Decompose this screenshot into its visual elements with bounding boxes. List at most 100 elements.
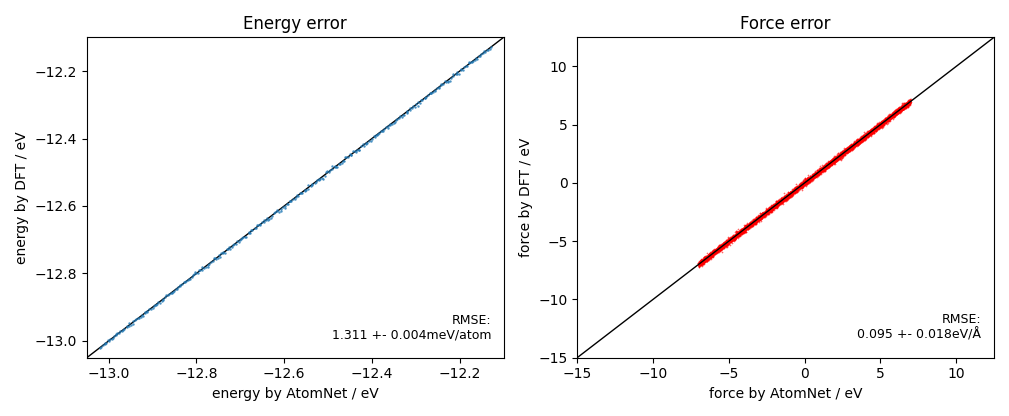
Point: [806, 171, 822, 177]
Point: [853, 135, 869, 142]
Point: [893, 107, 909, 114]
Point: [855, 134, 871, 140]
Point: [885, 111, 901, 117]
Point: [831, 151, 848, 158]
Point: [851, 137, 867, 144]
Point: [783, 192, 799, 198]
Point: [340, 154, 356, 160]
Point: [803, 174, 819, 181]
Point: [882, 115, 898, 122]
Point: [880, 116, 896, 123]
Point: [797, 180, 813, 186]
Point: [735, 228, 751, 234]
Point: [853, 136, 869, 142]
Point: [882, 112, 898, 119]
Point: [827, 157, 844, 163]
Point: [787, 188, 803, 195]
Point: [898, 100, 914, 107]
Point: [746, 219, 762, 225]
Point: [788, 186, 804, 193]
Point: [713, 247, 730, 253]
Point: [724, 236, 741, 243]
Point: [731, 231, 747, 238]
Point: [878, 117, 894, 124]
Point: [304, 182, 320, 188]
Point: [820, 162, 836, 168]
Point: [795, 179, 811, 186]
Point: [815, 167, 831, 173]
Point: [711, 244, 727, 251]
Point: [699, 255, 715, 262]
Point: [883, 115, 899, 122]
Point: [830, 154, 847, 161]
Point: [93, 344, 109, 351]
Point: [824, 161, 840, 167]
Point: [787, 186, 803, 193]
Point: [766, 203, 782, 209]
Point: [761, 207, 777, 213]
Point: [690, 261, 706, 268]
Point: [779, 193, 795, 200]
Point: [783, 191, 799, 197]
Point: [728, 234, 745, 240]
Point: [779, 192, 795, 198]
Point: [704, 253, 720, 260]
Point: [731, 228, 747, 235]
Point: [731, 230, 747, 236]
Point: [735, 227, 751, 233]
Point: [814, 166, 830, 172]
Point: [755, 211, 771, 218]
Point: [770, 200, 786, 206]
Point: [864, 128, 880, 135]
Point: [723, 234, 740, 240]
Point: [884, 111, 900, 117]
Point: [782, 190, 798, 197]
Point: [886, 111, 902, 118]
Point: [883, 111, 899, 118]
Point: [716, 242, 733, 248]
Point: [829, 156, 846, 162]
Point: [718, 241, 735, 248]
Point: [889, 107, 905, 114]
Point: [848, 139, 864, 146]
Point: [836, 150, 853, 157]
Point: [845, 144, 861, 151]
Point: [844, 143, 860, 149]
Point: [802, 173, 818, 180]
Point: [819, 163, 835, 169]
Point: [733, 229, 749, 236]
Point: [880, 115, 896, 122]
Point: [697, 257, 713, 263]
Point: [741, 223, 757, 230]
Point: [738, 223, 754, 230]
Point: [818, 162, 834, 169]
Point: [898, 102, 914, 109]
Point: [844, 146, 860, 152]
Point: [899, 101, 915, 107]
Point: [897, 104, 913, 111]
Point: [752, 215, 768, 221]
Point: [799, 178, 815, 184]
Point: [783, 188, 799, 195]
Point: [837, 147, 854, 154]
Point: [885, 114, 901, 120]
Point: [715, 241, 732, 248]
Point: [728, 231, 745, 238]
Point: [794, 183, 810, 190]
Point: [705, 248, 721, 255]
Point: [705, 252, 721, 258]
Point: [748, 217, 764, 224]
Point: [832, 152, 849, 158]
Point: [268, 208, 285, 215]
Point: [694, 260, 710, 266]
Point: [873, 119, 889, 126]
Point: [770, 201, 786, 208]
Point: [827, 156, 844, 163]
Point: [782, 193, 798, 200]
Point: [757, 210, 773, 217]
Point: [820, 161, 836, 168]
Point: [716, 242, 733, 248]
Point: [773, 196, 789, 203]
Point: [720, 240, 737, 247]
Point: [725, 236, 742, 243]
